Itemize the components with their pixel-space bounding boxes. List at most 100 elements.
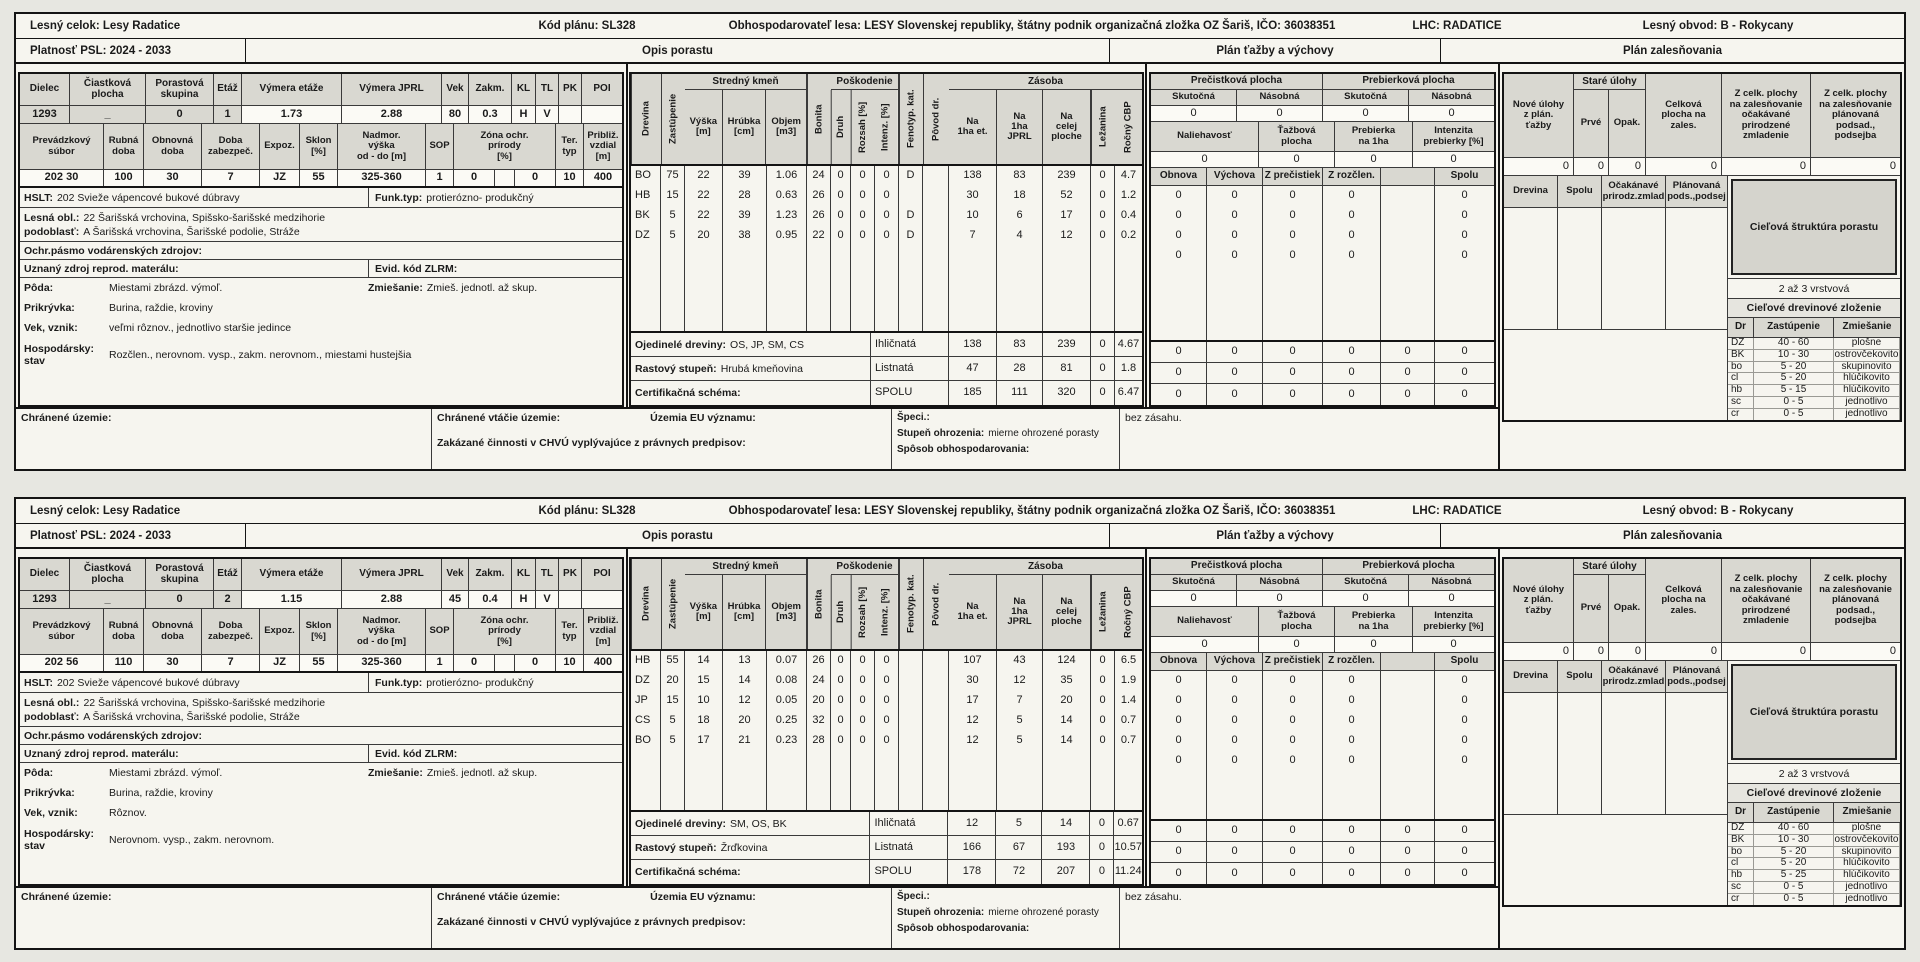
table-cell: 0: [1151, 671, 1207, 691]
plan-tazby-title: Plán ťažby a výchovy: [1110, 39, 1441, 62]
rastovy-label: Rastový stupeň:: [635, 362, 717, 375]
col-intenz: Intenz. [%]: [874, 90, 899, 164]
dielec-values-row: 1293 _ 0 2 1.15 2.88 45 0.4 H V: [20, 591, 622, 609]
table-cell: [495, 170, 515, 186]
table-cell: [1558, 208, 1602, 329]
table-cell: 0: [1263, 751, 1323, 771]
uznany-zdroj-row: Uznaný zdroj reprod. materálu: Evid. kód…: [20, 260, 622, 278]
table-cell: _: [70, 106, 146, 123]
table-cell: [661, 246, 685, 331]
table-cell: 0: [1323, 863, 1381, 884]
table-cell: 5: [997, 711, 1043, 731]
table-cell: 0: [1091, 333, 1115, 356]
table-cell: [1666, 208, 1727, 329]
table-cell: 0 - 5: [1754, 408, 1834, 420]
table-cell: SOP: [426, 609, 454, 655]
table-cell: 0: [1151, 152, 1259, 167]
table-cell: 0: [1263, 711, 1323, 731]
podoblast-label: podoblasť:: [24, 710, 80, 723]
table-cell: 0: [1090, 836, 1115, 859]
plan-zales-title: Plán zalesňovania: [1622, 44, 1723, 57]
table-cell: Zóna ochr. prírody [%]: [454, 609, 556, 655]
table-cell: [1043, 246, 1091, 331]
table-cell: [582, 591, 622, 608]
table-cell: 4.7: [1120, 169, 1137, 182]
table-cell: Násobná: [1409, 575, 1494, 591]
table-cell: 1.06: [767, 166, 807, 186]
table-cell: Očakánavé prirodz.zmlad: [1602, 661, 1666, 693]
table-row: hb 5 - 15 hlúčikovito: [1728, 385, 1900, 397]
chranene-uzemie-label: Chránené územie:: [21, 891, 112, 903]
table-cell: 0: [1091, 186, 1115, 206]
table-cell: 0: [1151, 711, 1207, 731]
cielova-struktura-box: Cieľová štruktúra porastu: [1731, 179, 1897, 275]
prikryvka-value: Burina, raždie, kroviny: [109, 787, 213, 799]
table-cell: 138: [949, 166, 997, 186]
table-cell: [1323, 266, 1381, 340]
table-cell: Ter. typ: [556, 609, 584, 655]
table-cell: skupinovito: [1834, 846, 1900, 858]
table-cell: V: [536, 106, 559, 123]
table-cell: DZ: [631, 226, 661, 246]
col-intenz: Intenz. [%]: [874, 575, 899, 649]
table-cell: 0: [1609, 158, 1646, 175]
table-cell: 22: [685, 186, 723, 206]
table-row: BO 5 17 21 0.23 28 0 0 0 12 5 14 0 0.7: [631, 731, 1142, 751]
poda-row: Pôda: Miestami zbrázd. výmoľ. Zmiešanie:…: [20, 763, 622, 783]
cert-label: Certifikačná schéma:: [635, 866, 741, 878]
nove-ulohy-label: Nové úlohy z plán. ťažby: [1504, 74, 1574, 157]
protected-areas-band: Chránené územie: Chránené vtáčie územie:…: [16, 886, 1498, 948]
table-cell: 0: [1091, 671, 1115, 691]
podoblast-value: A Šarišská vrchovina, Šarišské podolie, …: [83, 710, 300, 723]
table-cell: [661, 751, 685, 810]
table-cell: [923, 671, 949, 691]
vek-vznik-label: Vek, vznik:: [24, 322, 78, 334]
table-cell: hlúčikovito: [1834, 373, 1900, 385]
table-cell: 35: [1043, 671, 1091, 691]
hslt-label: HSLT:: [24, 191, 53, 204]
table-cell: 0: [1323, 226, 1381, 246]
col-drevina: Drevina: [631, 74, 661, 164]
speci-cell: Špeci.: Stupeň ohrozenia: mierne ohrozené…: [892, 888, 1120, 948]
table-cell: 7: [202, 655, 260, 671]
table-cell: BO: [631, 166, 661, 186]
table-cell: 0: [1207, 863, 1263, 884]
col-zastupenie: Zastúpenie: [661, 559, 685, 649]
ocakavane-zmladenie-label: Z celk. plochy na zalesňovanie očakávané…: [1722, 74, 1811, 157]
table-cell: 0: [1151, 863, 1207, 884]
table-cell: 0: [1381, 821, 1435, 841]
kod-planu: Kód plánu: SL328: [538, 505, 636, 517]
table-row: HB 15 22 28 0.63 26 0 0 0 30 18 52 0 1.2: [631, 186, 1142, 206]
table-cell: 0: [1461, 694, 1468, 707]
table-cell: 0: [1237, 106, 1323, 121]
table-cell: 0: [1335, 152, 1413, 167]
table-cell: 0: [831, 671, 851, 691]
table-cell: 0: [1461, 845, 1468, 858]
plocha-group-row: Prečistková plocha Prebierková plocha: [1151, 74, 1494, 90]
table-cell: 0: [1151, 106, 1237, 121]
chranene-uzemie-label: Chránené územie:: [21, 412, 112, 424]
stare-ulohy-group: Staré úlohy Prvé Opak.: [1574, 559, 1646, 642]
stand-description-box: Dielec Čiastková plocha Porastová skupina E…: [18, 557, 624, 886]
table-cell: [1381, 671, 1435, 691]
table-cell: 0: [1151, 384, 1207, 405]
hospodarsky-label: Hospodársky:: [24, 827, 95, 840]
naliehavost-header-row: Naliehavosť Ťažbová plocha Prebierka na 1h…: [1151, 122, 1494, 152]
cert-label: Certifikačná schéma:: [635, 387, 741, 399]
poda-value: Miestami zbrázd. výmoľ.: [109, 282, 223, 294]
harvest-plan-box: Prečistková plocha Prebierková plocha Sk…: [1149, 557, 1496, 886]
table-cell: 0: [1151, 637, 1259, 652]
group-zasoba-label: Zásoba: [949, 559, 1142, 575]
ciel-table-rows: DZ 40 - 60 plošne BK 10 - 30 ostrovčekovito bo…: [1728, 338, 1900, 420]
table-cell: Čiastková plocha: [70, 559, 146, 591]
table-cell: jednotlivo: [1834, 881, 1900, 893]
table-cell: Prevádzkový súbor: [20, 609, 104, 655]
table-cell: plošne: [1834, 823, 1900, 834]
table-cell: [495, 655, 515, 671]
prve-label: Prvé: [1574, 575, 1609, 642]
planovana-podsadba-label: Z celk. plochy na zalesňovanie plánovaná…: [1811, 74, 1900, 157]
nove-ulohy-label: Nové úlohy z plán. ťažby: [1504, 559, 1574, 642]
table-cell: JZ: [260, 170, 300, 186]
